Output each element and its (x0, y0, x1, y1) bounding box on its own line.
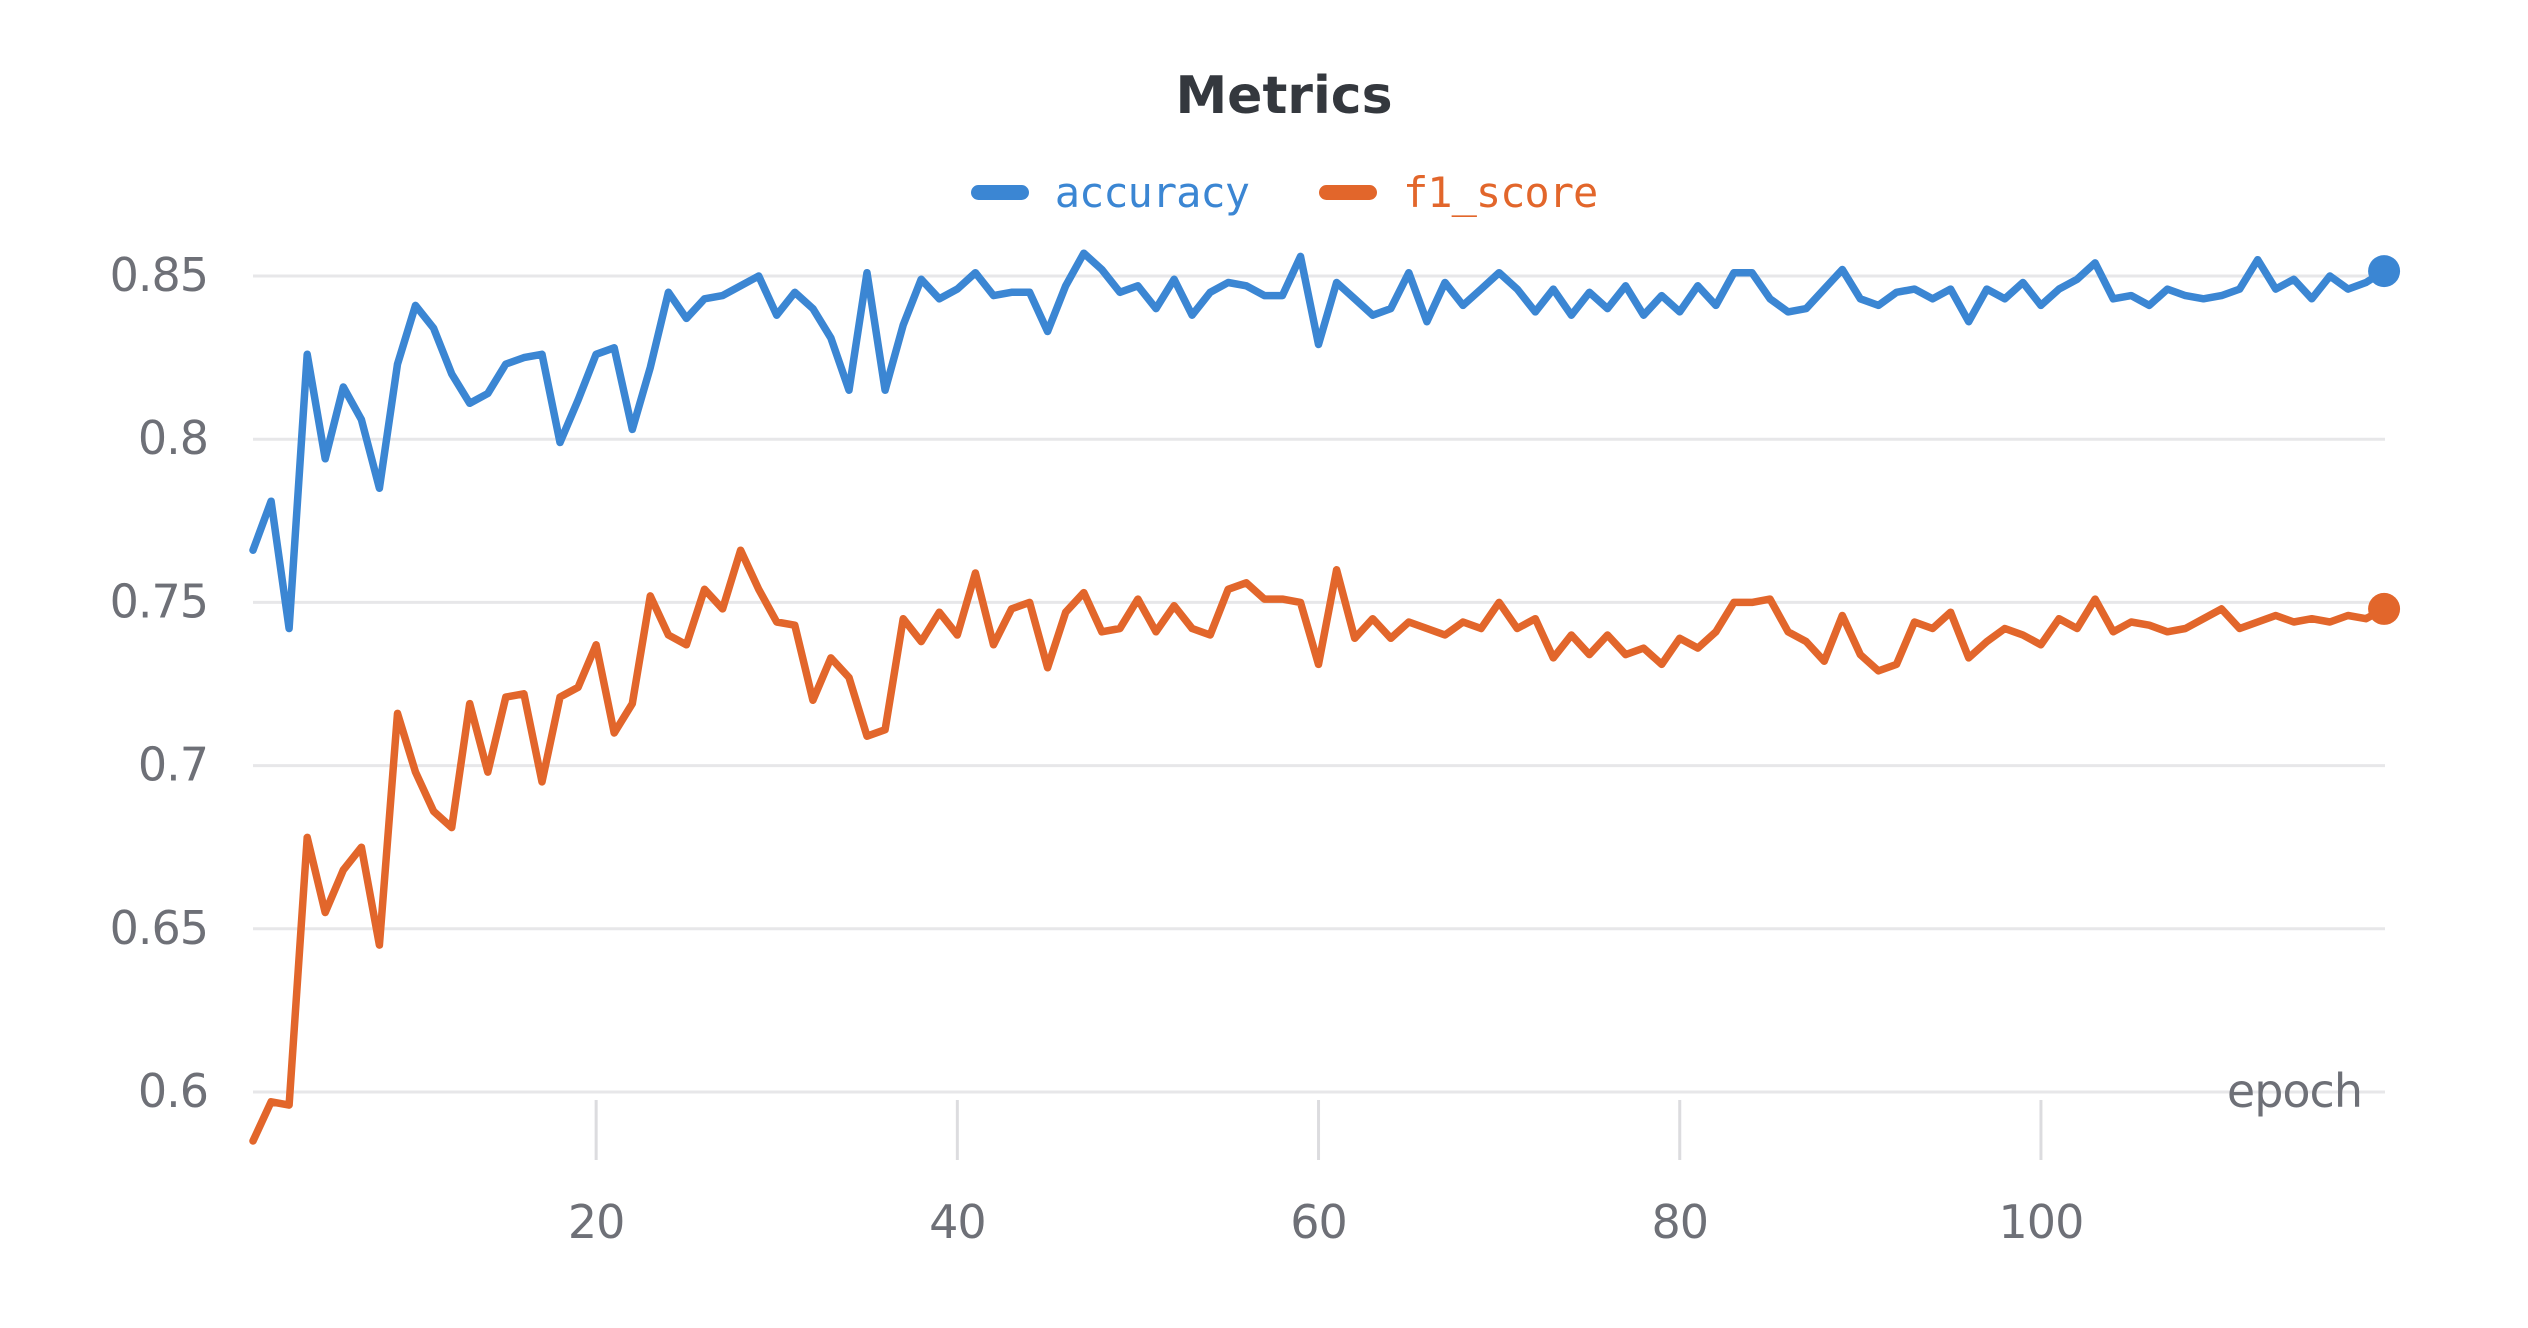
legend-item-f1-score[interactable]: f1_score (1319, 168, 1598, 217)
x-tick-label: 80 (1651, 1195, 1708, 1249)
y-tick-label: 0.65 (110, 901, 208, 955)
x-tick-label: 40 (929, 1195, 986, 1249)
chart-legend: accuracy f1_score (0, 168, 2528, 217)
chart-title: Metrics (1175, 66, 1393, 126)
x-tick-label: 100 (1999, 1195, 2084, 1249)
x-tick-label: 60 (1290, 1195, 1347, 1249)
legend-label-accuracy: accuracy (1054, 168, 1250, 217)
accuracy-line[interactable] (249, 249, 2388, 633)
accuracy-endpoint-dot[interactable] (2368, 255, 2401, 288)
y-tick-label: 0.7 (138, 738, 208, 792)
legend-item-accuracy[interactable]: accuracy (970, 168, 1250, 217)
y-tick-label: 0.6 (138, 1064, 208, 1118)
f1_score-endpoint-dot[interactable] (2368, 592, 2401, 625)
f1_score-line[interactable] (249, 546, 2388, 1145)
accuracy-swatch-icon (970, 185, 1029, 200)
y-tick-label: 0.75 (110, 574, 208, 628)
x-tick-label: 20 (568, 1195, 625, 1249)
legend-label-f1-score: f1_score (1403, 168, 1598, 217)
y-tick-label: 0.85 (110, 248, 208, 302)
y-tick-label: 0.8 (138, 411, 208, 465)
x-axis-label: epoch (2227, 1064, 2362, 1118)
f1-score-swatch-icon (1319, 185, 1377, 200)
